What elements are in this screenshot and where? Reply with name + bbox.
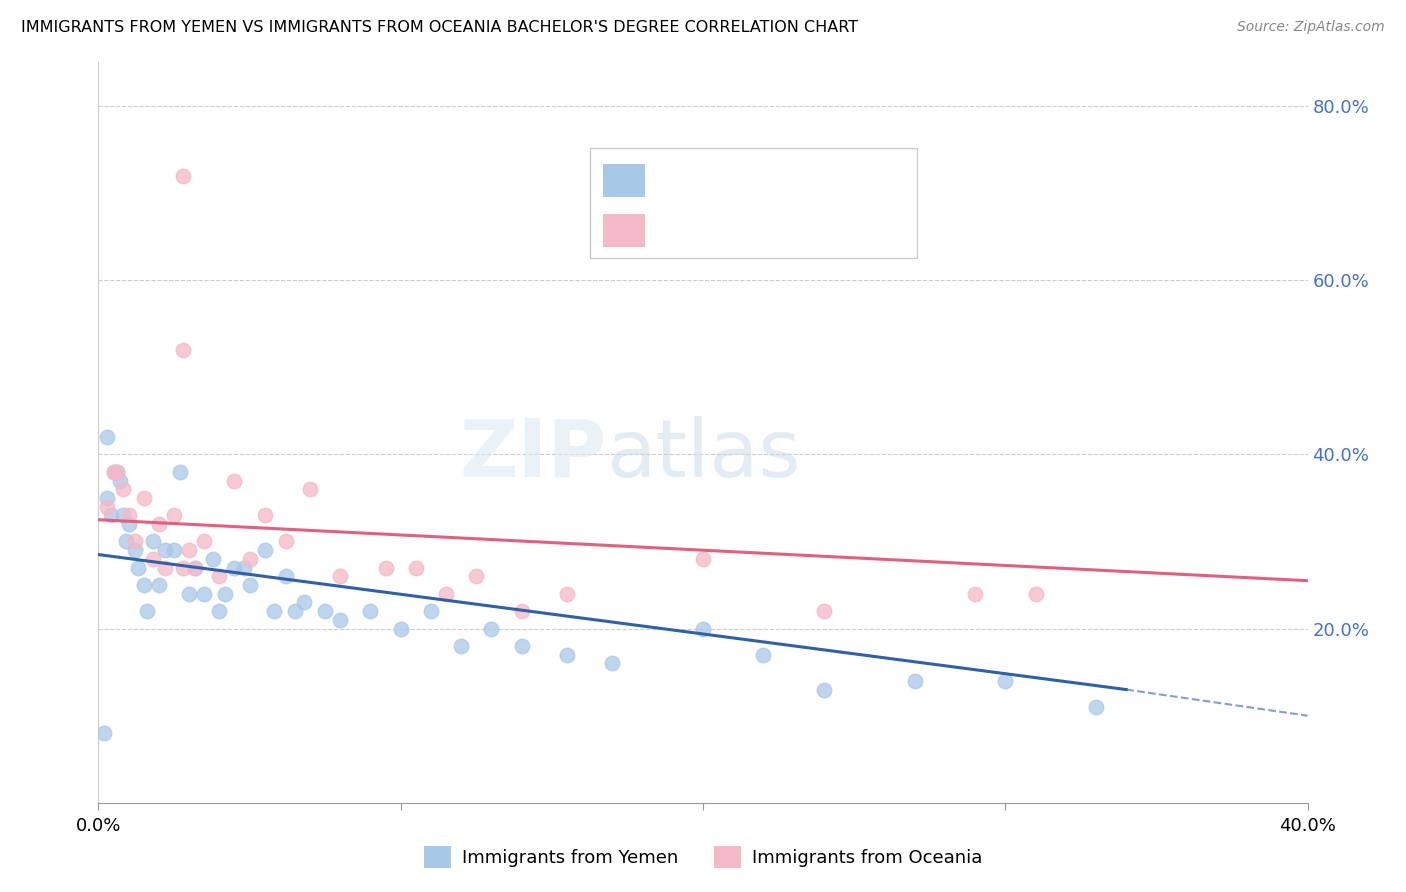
Point [172, 169, 194, 183]
Point [169, 465, 191, 479]
Point [284, 604, 307, 618]
Point [420, 604, 443, 618]
FancyBboxPatch shape [591, 148, 917, 258]
Point [329, 569, 352, 583]
Point [752, 648, 775, 662]
Point [813, 604, 835, 618]
Point [202, 552, 225, 566]
Point [208, 569, 231, 583]
Point [118, 508, 141, 523]
Point [450, 639, 472, 653]
Point [108, 474, 131, 488]
Bar [603, 163, 645, 196]
Point [510, 604, 533, 618]
Point [555, 648, 578, 662]
Point [105, 465, 128, 479]
Point [142, 534, 165, 549]
Point [692, 552, 714, 566]
Point [132, 578, 155, 592]
Point [994, 673, 1017, 688]
Point [510, 639, 533, 653]
Point [111, 508, 134, 523]
Point [405, 560, 427, 574]
Point [184, 560, 207, 574]
Point [434, 587, 457, 601]
Point [163, 508, 186, 523]
Point [179, 587, 201, 601]
Point [100, 508, 122, 523]
Text: atlas: atlas [606, 416, 800, 494]
Point [132, 491, 155, 505]
Point [127, 560, 149, 574]
Point [96, 491, 118, 505]
Point [135, 604, 157, 618]
Point [153, 543, 176, 558]
Point [465, 569, 488, 583]
Point [179, 543, 201, 558]
Point [360, 604, 382, 618]
Point [103, 465, 125, 479]
Point [172, 560, 194, 574]
Point [96, 430, 118, 444]
Text: ZIP: ZIP [458, 416, 606, 494]
Point [239, 552, 262, 566]
Point [214, 587, 236, 601]
Point [124, 534, 146, 549]
Point [224, 474, 246, 488]
Point [329, 613, 352, 627]
Point [299, 482, 322, 496]
Point [163, 543, 186, 558]
Point [602, 657, 624, 671]
Point [172, 343, 194, 357]
Point [96, 500, 118, 514]
Point [93, 726, 115, 740]
Legend: Immigrants from Yemen, Immigrants from Oceania: Immigrants from Yemen, Immigrants from O… [416, 838, 990, 875]
Point [103, 465, 125, 479]
Point [118, 517, 141, 532]
Point [111, 482, 134, 496]
Point [314, 604, 336, 618]
Point [208, 604, 231, 618]
Point [232, 560, 254, 574]
Point [193, 534, 215, 549]
Point [253, 508, 276, 523]
Point [274, 534, 297, 549]
Text: R = -0.290   N = 49: R = -0.290 N = 49 [662, 170, 884, 190]
Point [389, 622, 412, 636]
Point [292, 595, 315, 609]
Point [148, 517, 170, 532]
Point [274, 569, 297, 583]
Point [114, 534, 136, 549]
Bar [603, 214, 645, 247]
Point [193, 587, 215, 601]
Point [142, 552, 165, 566]
Point [555, 587, 578, 601]
Point [481, 622, 503, 636]
Text: IMMIGRANTS FROM YEMEN VS IMMIGRANTS FROM OCEANIA BACHELOR'S DEGREE CORRELATION C: IMMIGRANTS FROM YEMEN VS IMMIGRANTS FROM… [21, 20, 858, 35]
Point [965, 587, 987, 601]
Point [224, 560, 246, 574]
Point [184, 560, 207, 574]
Point [374, 560, 396, 574]
Point [148, 578, 170, 592]
Point [1024, 587, 1046, 601]
Point [813, 682, 835, 697]
Point [1085, 700, 1108, 714]
Point [263, 604, 285, 618]
Point [105, 465, 128, 479]
Text: R = -0.094   N = 34: R = -0.094 N = 34 [662, 220, 884, 241]
Point [239, 578, 262, 592]
Point [253, 543, 276, 558]
Point [124, 543, 146, 558]
Point [692, 622, 714, 636]
Point [153, 560, 176, 574]
Text: Source: ZipAtlas.com: Source: ZipAtlas.com [1237, 20, 1385, 34]
Point [904, 673, 927, 688]
